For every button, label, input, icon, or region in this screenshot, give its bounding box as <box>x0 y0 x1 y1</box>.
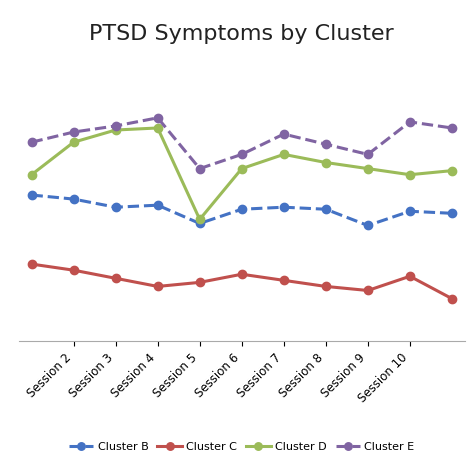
Cluster C <box>239 272 245 277</box>
Cluster C <box>197 280 202 285</box>
Cluster C <box>29 261 35 267</box>
Cluster E <box>449 125 455 131</box>
Cluster B <box>239 206 245 212</box>
Cluster C <box>323 283 328 289</box>
Cluster D <box>323 160 328 165</box>
Cluster D <box>239 166 245 172</box>
Cluster B <box>449 210 455 216</box>
Cluster B <box>71 196 76 202</box>
Cluster C <box>407 273 413 279</box>
Cluster E <box>155 115 161 121</box>
Legend: Cluster B, Cluster C, Cluster D, Cluster E: Cluster B, Cluster C, Cluster D, Cluster… <box>64 438 419 457</box>
Line: Cluster C: Cluster C <box>27 260 456 303</box>
Cluster B <box>407 209 413 214</box>
Cluster B <box>155 202 161 208</box>
Cluster D <box>197 217 202 222</box>
Line: Cluster B: Cluster B <box>27 191 456 230</box>
Cluster E <box>365 152 371 157</box>
Cluster E <box>281 131 287 137</box>
Cluster B <box>29 192 35 198</box>
Cluster E <box>71 129 76 135</box>
Cluster E <box>407 119 413 125</box>
Line: Cluster D: Cluster D <box>27 124 456 224</box>
Cluster D <box>113 127 118 133</box>
Cluster C <box>281 277 287 283</box>
Cluster E <box>323 141 328 147</box>
Cluster D <box>449 168 455 173</box>
Cluster D <box>407 172 413 178</box>
Cluster E <box>113 123 118 129</box>
Cluster B <box>281 204 287 210</box>
Cluster C <box>113 275 118 281</box>
Cluster B <box>323 206 328 212</box>
Cluster E <box>197 166 202 172</box>
Cluster C <box>155 283 161 289</box>
Cluster B <box>365 223 371 228</box>
Cluster D <box>281 152 287 157</box>
Cluster C <box>449 296 455 301</box>
Cluster D <box>71 139 76 145</box>
Cluster E <box>239 152 245 157</box>
Title: PTSD Symptoms by Cluster: PTSD Symptoms by Cluster <box>90 24 394 44</box>
Cluster C <box>71 267 76 273</box>
Cluster D <box>365 166 371 172</box>
Line: Cluster E: Cluster E <box>27 114 456 173</box>
Cluster B <box>197 220 202 226</box>
Cluster E <box>29 139 35 145</box>
Cluster D <box>155 125 161 131</box>
Cluster D <box>29 172 35 178</box>
Cluster B <box>113 204 118 210</box>
Cluster C <box>365 288 371 293</box>
